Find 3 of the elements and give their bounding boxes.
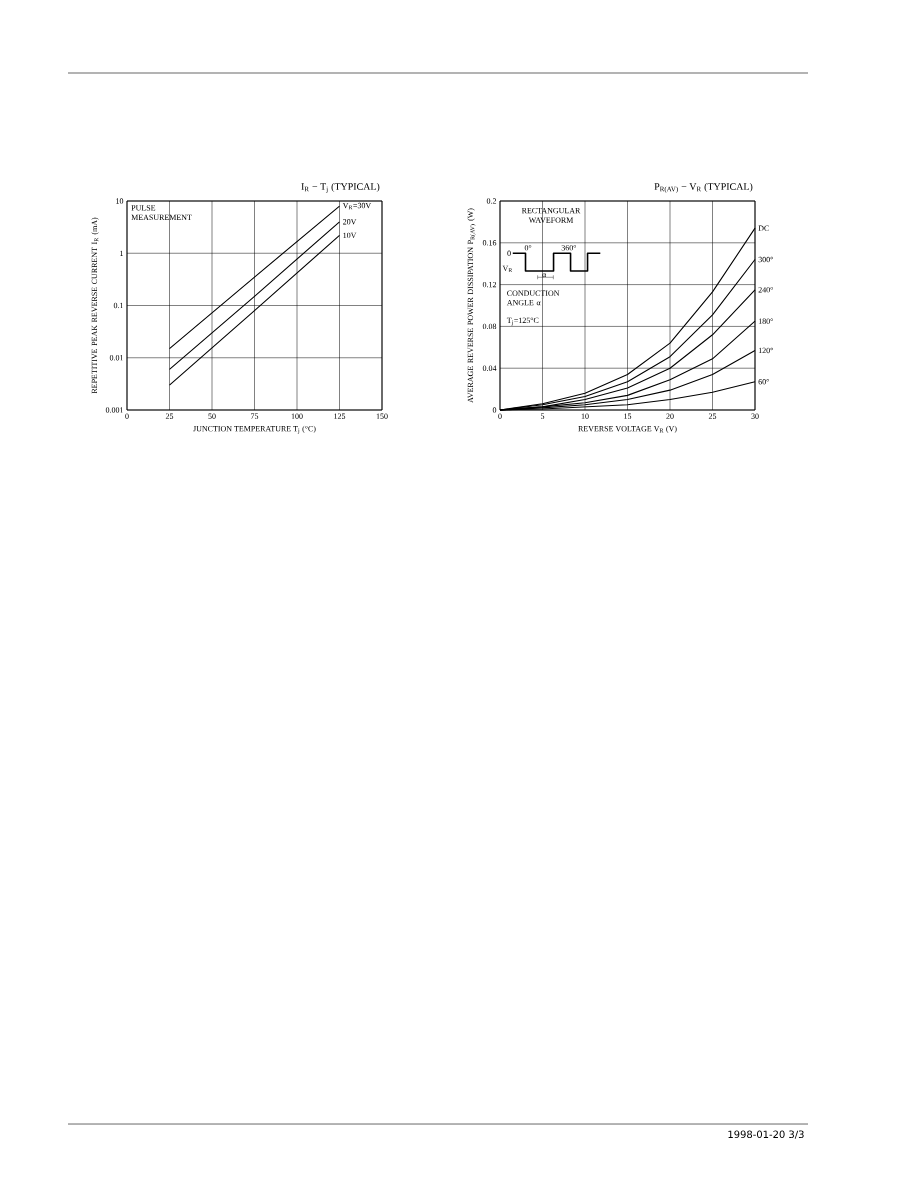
chart-title: P$_{R(AV)}$ − V$_{R}$ (TYPICAL) xyxy=(654,182,753,193)
chart-title: I$_{R}$ − T$_{j}$ (TYPICAL) xyxy=(301,182,380,193)
text: 1998-01-20 3/3 xyxy=(728,1130,804,1139)
